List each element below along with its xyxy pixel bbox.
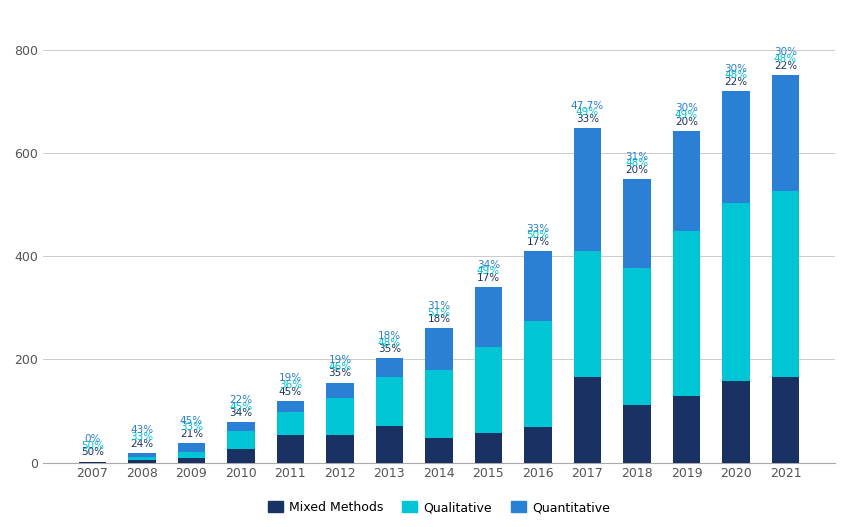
Bar: [574, 251, 601, 377]
Text: 35%: 35%: [329, 368, 351, 378]
Text: 18%: 18%: [427, 314, 451, 324]
Bar: [772, 75, 799, 191]
Text: 31%: 31%: [427, 301, 451, 311]
Text: 45%: 45%: [229, 402, 252, 412]
Bar: [673, 231, 700, 395]
Bar: [177, 452, 205, 458]
Bar: [574, 377, 601, 463]
Text: 31%: 31%: [626, 152, 649, 162]
Text: 33%: 33%: [526, 223, 549, 233]
Bar: [177, 443, 205, 452]
Bar: [673, 131, 700, 231]
Text: 35%: 35%: [378, 344, 401, 354]
Bar: [722, 91, 750, 203]
Bar: [425, 328, 453, 370]
Bar: [525, 251, 552, 321]
Bar: [425, 438, 453, 463]
Text: 17%: 17%: [526, 237, 549, 247]
Text: 22%: 22%: [229, 395, 252, 405]
Text: 36%: 36%: [278, 380, 302, 390]
Bar: [228, 449, 255, 463]
Bar: [623, 268, 650, 405]
Text: 45%: 45%: [278, 386, 302, 396]
Bar: [376, 377, 403, 426]
Text: 48%: 48%: [378, 338, 401, 347]
Bar: [475, 287, 502, 347]
Bar: [177, 458, 205, 463]
Bar: [277, 413, 304, 435]
Bar: [425, 370, 453, 438]
Text: 19%: 19%: [329, 355, 351, 365]
Bar: [525, 426, 552, 463]
Text: 22%: 22%: [724, 77, 747, 87]
Legend: Mixed Methods, Qualitative, Quantitative: Mixed Methods, Qualitative, Quantitative: [263, 496, 615, 519]
Bar: [326, 398, 353, 435]
Text: 0%: 0%: [84, 434, 100, 444]
Bar: [772, 377, 799, 463]
Text: 33%: 33%: [180, 422, 203, 432]
Text: 30%: 30%: [724, 64, 747, 74]
Text: 33%: 33%: [131, 432, 154, 442]
Text: 50%: 50%: [526, 230, 549, 240]
Text: 43%: 43%: [131, 425, 154, 435]
Bar: [574, 128, 601, 251]
Text: 46%: 46%: [329, 362, 351, 372]
Bar: [376, 426, 403, 463]
Bar: [128, 460, 155, 463]
Bar: [623, 405, 650, 463]
Text: 22%: 22%: [774, 61, 797, 71]
Text: 20%: 20%: [626, 165, 649, 175]
Bar: [277, 435, 304, 463]
Text: 50%: 50%: [81, 447, 104, 457]
Text: 50%: 50%: [81, 441, 104, 451]
Bar: [722, 203, 750, 381]
Bar: [722, 381, 750, 463]
Text: 47.7%: 47.7%: [571, 101, 604, 111]
Text: 18%: 18%: [378, 331, 401, 341]
Text: 48%: 48%: [724, 71, 747, 81]
Bar: [623, 179, 650, 268]
Text: 49%: 49%: [576, 108, 599, 118]
Text: 20%: 20%: [675, 116, 698, 126]
Text: 49%: 49%: [477, 266, 500, 276]
Text: 24%: 24%: [131, 438, 154, 448]
Text: 21%: 21%: [180, 429, 203, 439]
Text: 51%: 51%: [427, 308, 451, 318]
Bar: [376, 358, 403, 377]
Bar: [277, 401, 304, 413]
Text: 45%: 45%: [180, 416, 203, 426]
Bar: [525, 321, 552, 426]
Bar: [772, 191, 799, 377]
Bar: [326, 435, 353, 463]
Bar: [228, 423, 255, 431]
Bar: [673, 395, 700, 463]
Text: 19%: 19%: [278, 373, 302, 383]
Bar: [326, 383, 353, 398]
Bar: [228, 431, 255, 449]
Bar: [128, 453, 155, 457]
Text: 34%: 34%: [477, 260, 500, 270]
Text: 17%: 17%: [477, 273, 500, 283]
Bar: [475, 433, 502, 463]
Text: 48%: 48%: [774, 54, 797, 64]
Text: 48%: 48%: [626, 159, 649, 168]
Bar: [128, 457, 155, 460]
Text: 49%: 49%: [675, 110, 698, 120]
Text: 33%: 33%: [576, 114, 599, 124]
Bar: [475, 347, 502, 433]
Text: 30%: 30%: [675, 103, 698, 113]
Text: 34%: 34%: [229, 408, 252, 418]
Text: 30%: 30%: [774, 47, 797, 57]
